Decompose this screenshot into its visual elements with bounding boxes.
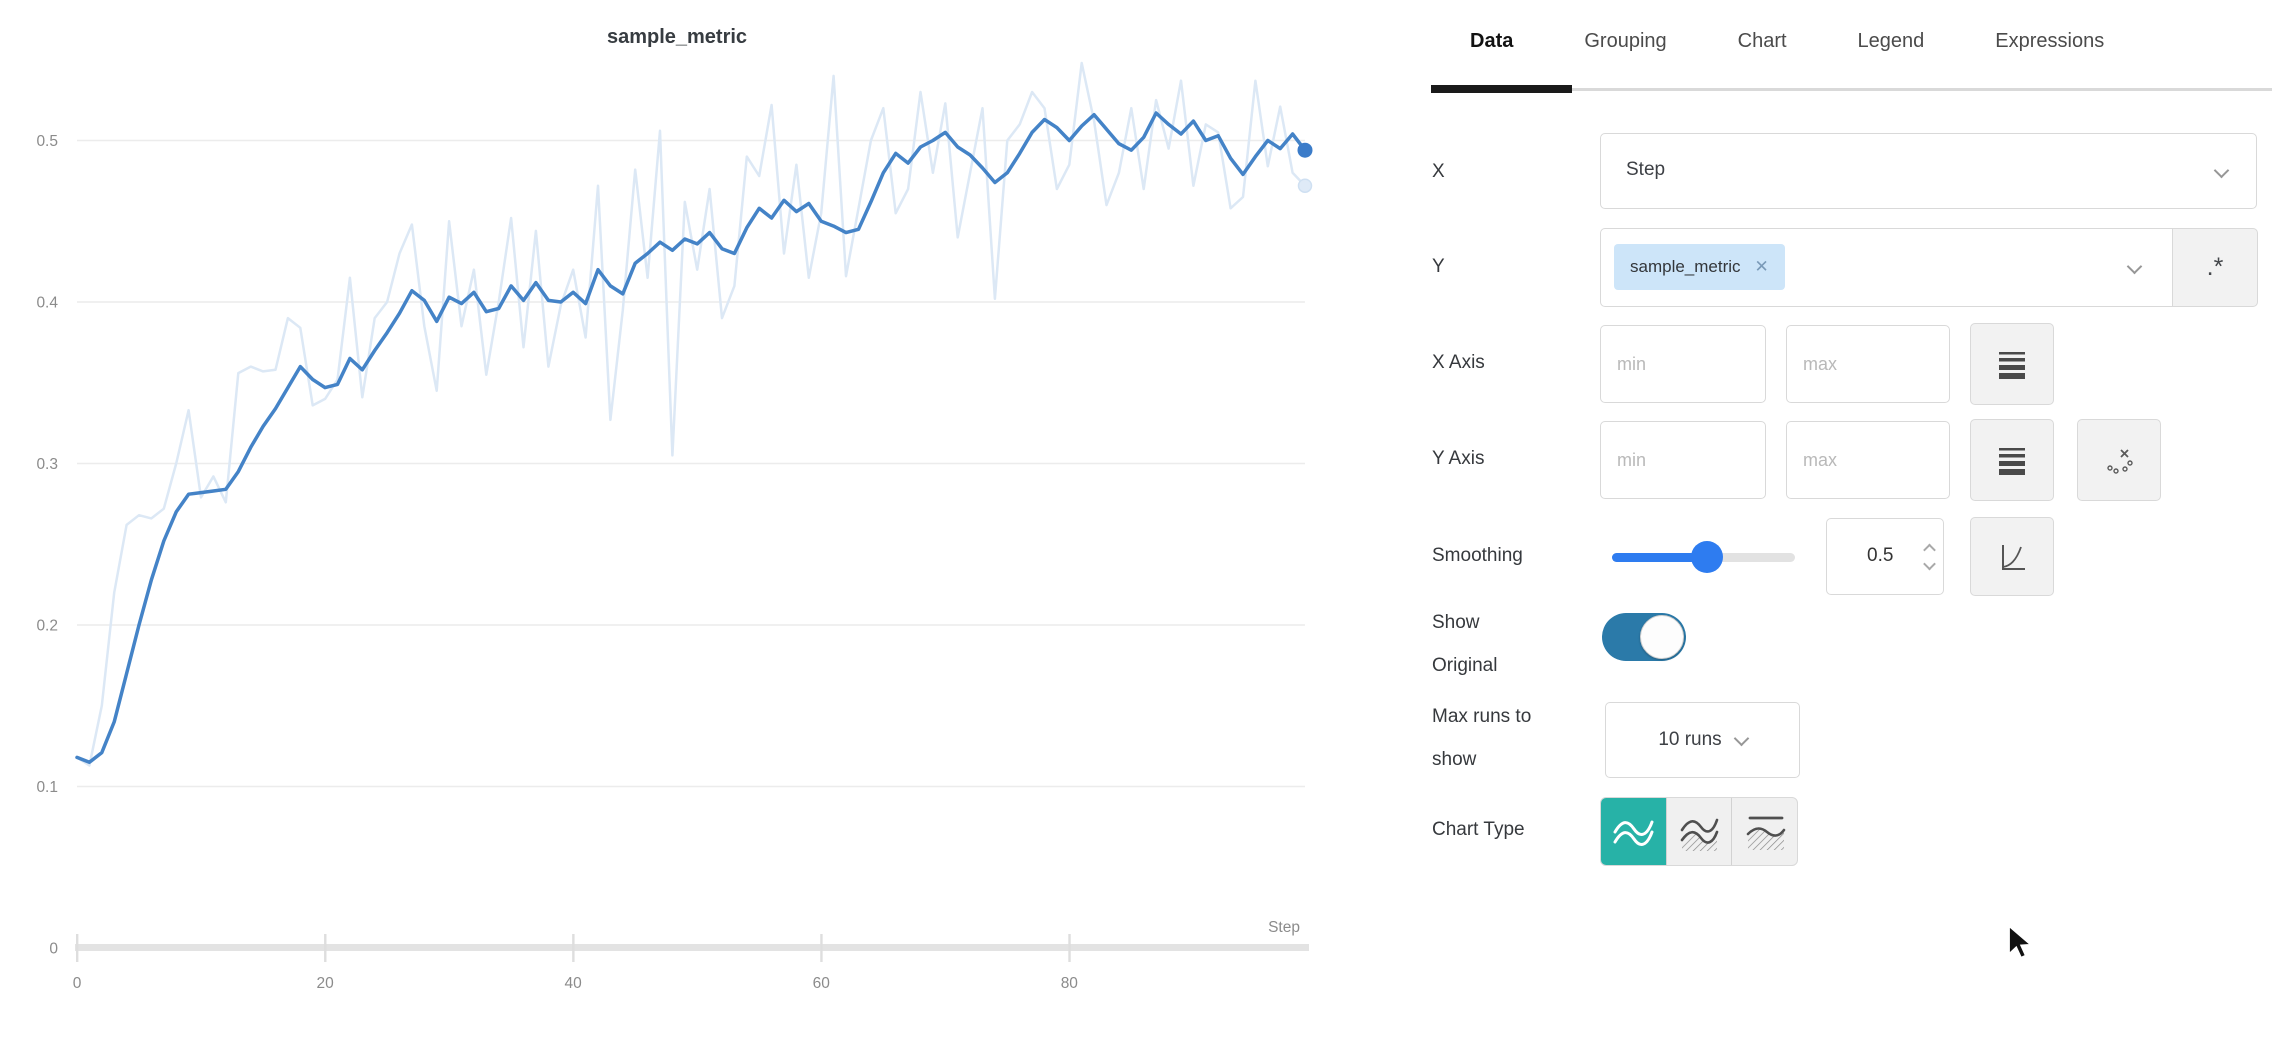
chart-type-group	[1600, 797, 1798, 866]
tab-underline-track	[1431, 88, 2272, 91]
axis-tick	[1068, 934, 1071, 962]
chart-type-label: Chart Type	[1432, 819, 1525, 840]
x-axis-max-wrap	[1786, 325, 1950, 403]
tab-expressions[interactable]: Expressions	[1995, 30, 2105, 52]
original-endpoint-dot	[1297, 178, 1313, 193]
original-line[interactable]	[75, 61, 1307, 767]
y-axis-min-wrap	[1600, 421, 1766, 499]
chevron-down-icon	[2126, 258, 2143, 275]
smoothing-slider-fill	[1612, 553, 1707, 562]
smoothing-slider-knob[interactable]	[1691, 541, 1723, 573]
y-log-scale-button[interactable]	[1970, 419, 2054, 501]
y-axis-min-input[interactable]	[1600, 421, 1766, 499]
smoothing-stepper	[1923, 543, 1936, 570]
metric-chart[interactable]: 0 0.1 0.2 0.3 0.4 0.5 0 20 40 60 80 Step	[0, 0, 1420, 1040]
minmax-area-icon	[1746, 816, 1785, 850]
chart-type-line-button[interactable]	[1601, 798, 1666, 865]
x-tick-label: 0	[73, 975, 82, 992]
show-original-toggle-knob[interactable]	[1640, 615, 1684, 659]
ignore-outliers-button[interactable]	[2077, 419, 2161, 501]
smoothing-value: 0.5	[1867, 545, 1894, 566]
tab-data[interactable]: Data	[1470, 30, 1514, 52]
y-tick-label: 0.4	[36, 295, 58, 312]
show-original-label: Show Original	[1432, 601, 1497, 687]
show-original-label-line2: Original	[1432, 655, 1498, 676]
x-axis-line	[75, 944, 1309, 951]
x-axis-min-wrap	[1600, 325, 1766, 403]
max-runs-select[interactable]: 10 runs	[1605, 702, 1800, 778]
smoothing-type-button[interactable]	[1970, 517, 2054, 596]
y-metric-chip-label: sample_metric	[1630, 257, 1741, 276]
chevron-down-icon	[2213, 162, 2230, 179]
x-select[interactable]: Step	[1600, 133, 2257, 209]
smoothing-value-box[interactable]: 0.5	[1826, 518, 1944, 595]
axis-tick	[820, 934, 823, 962]
stepper-down-icon[interactable]	[1923, 557, 1936, 570]
y-axis-label: Y Axis	[1432, 448, 1485, 469]
x-tick-label: 20	[316, 975, 334, 992]
max-runs-label-line1: Max runs to	[1432, 706, 1532, 727]
x-axis-title: Step	[1268, 919, 1300, 936]
y-metric-chip: sample_metric ✕	[1614, 244, 1785, 290]
x-tick-label: 80	[1061, 975, 1079, 992]
smoothing-curve-icon	[2002, 544, 2025, 570]
chart-title: sample_metric	[606, 26, 748, 48]
max-runs-label-line2: show	[1432, 749, 1477, 770]
regex-label: .*	[2206, 253, 2224, 281]
y-axis-max-input[interactable]	[1786, 421, 1950, 499]
log-scale-icon	[1999, 448, 2025, 475]
x-axis-min-input[interactable]	[1600, 325, 1766, 403]
y-multiselect[interactable]: sample_metric ✕ .*	[1600, 228, 2258, 307]
max-runs-value: 10 runs	[1658, 729, 1722, 750]
chevron-down-icon	[1733, 730, 1749, 746]
x-tick-label: 40	[565, 975, 583, 992]
y-row-label: Y	[1432, 256, 1445, 277]
x-row-label: X	[1432, 161, 1445, 182]
max-runs-label: Max runs to show	[1432, 695, 1531, 781]
y-tick-label: 0	[49, 941, 58, 958]
ignore-outliers-icon	[2107, 449, 2133, 474]
smoothed-endpoint-dot	[1297, 142, 1313, 158]
x-select-value: Step	[1626, 159, 1666, 180]
stepper-up-icon[interactable]	[1923, 543, 1936, 556]
tab-bar: Data Grouping Chart Legend Expressions	[1431, 30, 2104, 53]
axis-tick	[76, 934, 79, 962]
log-scale-icon	[1999, 352, 2025, 379]
axis-tick	[572, 934, 575, 962]
y-axis-max-wrap	[1786, 421, 1950, 499]
smoothed-line[interactable]	[75, 111, 1307, 765]
tab-grouping[interactable]: Grouping	[1584, 30, 1667, 52]
regex-toggle-button[interactable]: .*	[2172, 228, 2258, 307]
tab-active-indicator	[1431, 85, 1572, 93]
y-tick-label: 0.2	[36, 618, 58, 635]
smoothing-label: Smoothing	[1432, 545, 1523, 566]
remove-metric-icon[interactable]: ✕	[1754, 257, 1769, 276]
line-plot-icon	[1613, 820, 1654, 846]
x-log-scale-button[interactable]	[1970, 323, 2054, 405]
area-plot-icon	[1680, 818, 1719, 851]
show-original-label-line1: Show	[1432, 612, 1480, 633]
x-tick-label: 60	[813, 975, 831, 992]
y-tick-label: 0.3	[36, 456, 58, 473]
x-axis-max-input[interactable]	[1786, 325, 1950, 403]
y-tick-label: 0.1	[36, 779, 58, 796]
chart-type-minmax-button[interactable]	[1731, 798, 1797, 865]
tab-legend[interactable]: Legend	[1857, 30, 1925, 52]
axis-tick	[324, 934, 327, 962]
tab-chart[interactable]: Chart	[1737, 30, 1787, 52]
chart-type-area-button[interactable]	[1665, 798, 1732, 865]
x-axis-label: X Axis	[1432, 352, 1485, 373]
mouse-cursor	[2008, 925, 2034, 959]
y-tick-label: 0.5	[36, 133, 58, 150]
